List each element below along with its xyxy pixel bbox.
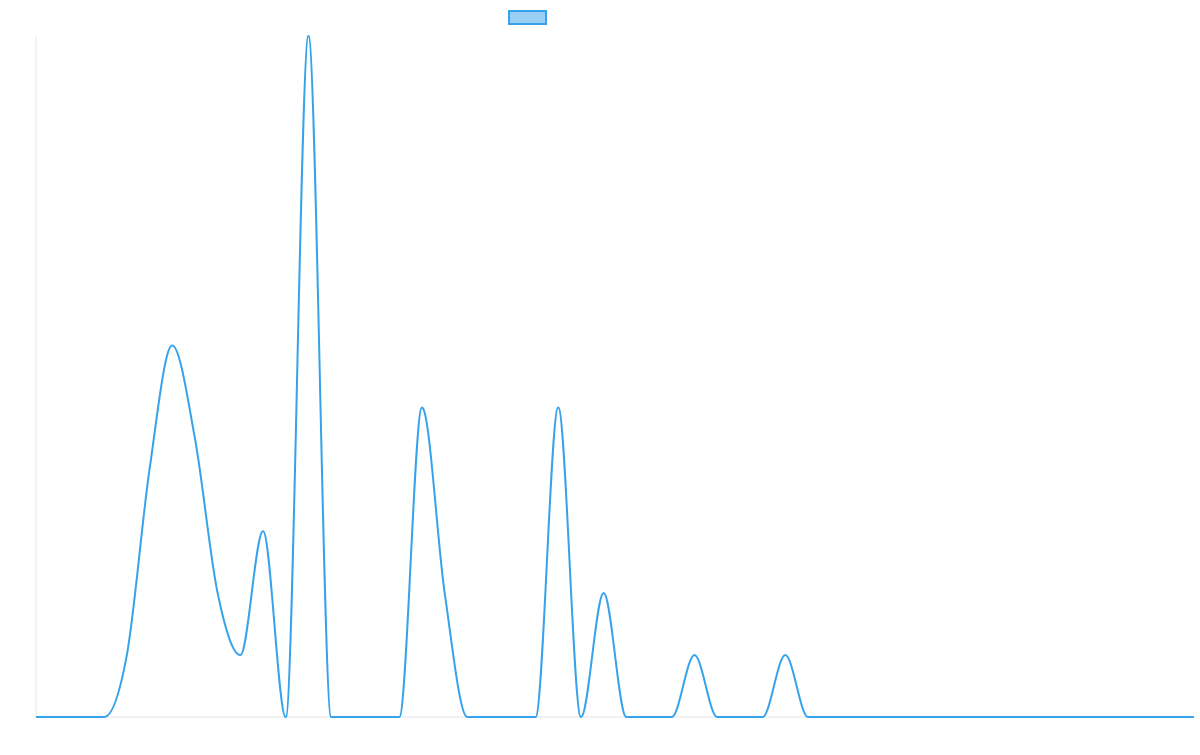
data-point[interactable] bbox=[192, 435, 198, 441]
data-point[interactable] bbox=[828, 714, 834, 720]
data-point[interactable] bbox=[487, 714, 493, 720]
data-point[interactable] bbox=[464, 714, 470, 720]
data-point[interactable] bbox=[1100, 714, 1106, 720]
series-group bbox=[33, 33, 1197, 720]
data-point[interactable] bbox=[987, 714, 993, 720]
data-point[interactable] bbox=[850, 714, 856, 720]
data-point[interactable] bbox=[215, 590, 221, 596]
data-point[interactable] bbox=[283, 714, 289, 720]
data-point[interactable] bbox=[623, 714, 629, 720]
data-point[interactable] bbox=[510, 714, 516, 720]
data-point[interactable] bbox=[896, 714, 902, 720]
data-point[interactable] bbox=[669, 714, 675, 720]
data-point[interactable] bbox=[305, 33, 311, 39]
data-point[interactable] bbox=[1077, 714, 1083, 720]
data-point[interactable] bbox=[737, 714, 743, 720]
legend-swatch[interactable] bbox=[508, 10, 547, 25]
data-point[interactable] bbox=[714, 714, 720, 720]
data-point[interactable] bbox=[101, 714, 107, 720]
data-point[interactable] bbox=[78, 714, 84, 720]
data-point[interactable] bbox=[964, 714, 970, 720]
data-point[interactable] bbox=[941, 714, 947, 720]
data-point[interactable] bbox=[1191, 714, 1197, 720]
data-point[interactable] bbox=[169, 343, 175, 349]
data-point[interactable] bbox=[1123, 714, 1129, 720]
data-point[interactable] bbox=[351, 714, 357, 720]
data-point[interactable] bbox=[691, 652, 697, 658]
data-point[interactable] bbox=[374, 714, 380, 720]
data-point[interactable] bbox=[33, 714, 39, 720]
data-point[interactable] bbox=[805, 714, 811, 720]
data-point[interactable] bbox=[260, 528, 266, 534]
data-point[interactable] bbox=[124, 652, 130, 658]
data-point[interactable] bbox=[328, 714, 334, 720]
data-point[interactable] bbox=[1055, 714, 1061, 720]
data-point[interactable] bbox=[419, 404, 425, 410]
data-point[interactable] bbox=[919, 714, 925, 720]
data-point[interactable] bbox=[533, 714, 539, 720]
series-line bbox=[35, 35, 1194, 719]
data-point[interactable] bbox=[442, 590, 448, 596]
data-point[interactable] bbox=[555, 404, 561, 410]
data-point[interactable] bbox=[1032, 714, 1038, 720]
data-point[interactable] bbox=[147, 466, 153, 472]
data-point[interactable] bbox=[873, 714, 879, 720]
data-point[interactable] bbox=[760, 714, 766, 720]
data-point[interactable] bbox=[1009, 714, 1015, 720]
data-point[interactable] bbox=[646, 714, 652, 720]
data-point[interactable] bbox=[56, 714, 62, 720]
data-point[interactable] bbox=[396, 714, 402, 720]
data-point[interactable] bbox=[782, 652, 788, 658]
data-point[interactable] bbox=[578, 714, 584, 720]
data-point[interactable] bbox=[1168, 714, 1174, 720]
data-point[interactable] bbox=[601, 590, 607, 596]
data-point[interactable] bbox=[1146, 714, 1152, 720]
data-point[interactable] bbox=[237, 652, 243, 658]
